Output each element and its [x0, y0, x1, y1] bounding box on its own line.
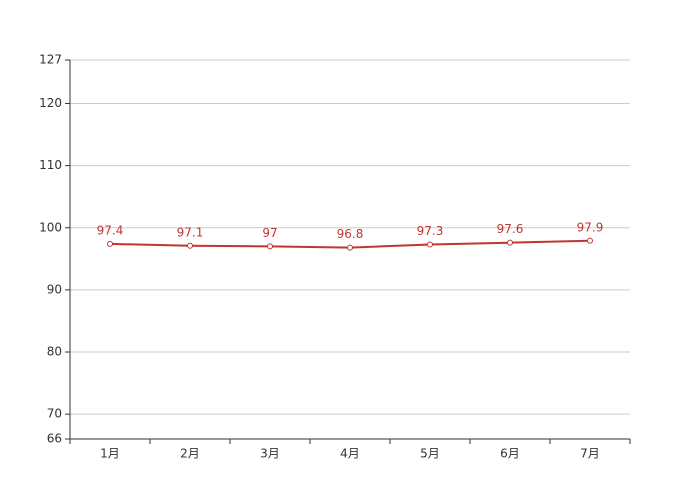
- point: [107, 240, 113, 247]
- value-label: 97: [262, 226, 277, 240]
- point: [507, 239, 513, 246]
- value-label: 97.1: [177, 225, 204, 239]
- x-tick-label: 6月: [500, 447, 520, 461]
- value-label: 96.8: [337, 227, 364, 241]
- point: [267, 243, 273, 250]
- x-tick-label: 1月: [100, 447, 120, 461]
- y-tick-label: 90: [47, 282, 62, 296]
- y-tick-label: 66: [47, 432, 62, 446]
- point: [187, 242, 193, 249]
- x-tick-label: 5月: [420, 447, 440, 461]
- y-tick-label: 70: [47, 407, 62, 421]
- y-tick-label: 100: [39, 220, 62, 234]
- y-tick-label: 120: [39, 96, 62, 110]
- value-label: 97.6: [497, 222, 524, 236]
- point: [347, 244, 353, 251]
- point: [587, 237, 593, 244]
- point: [427, 241, 433, 248]
- value-label: 97.9: [577, 220, 604, 234]
- x-tick-label: 2月: [180, 447, 200, 461]
- y-tick-label: 127: [39, 53, 62, 67]
- x-tick-label: 3月: [260, 447, 280, 461]
- y-tick-label: 110: [39, 158, 62, 172]
- x-tick-label: 4月: [340, 447, 360, 461]
- y-tick-label: 80: [47, 345, 62, 359]
- x-tick-label: 7月: [580, 447, 600, 461]
- value-label: 97.3: [417, 224, 444, 238]
- value-label: 97.4: [97, 223, 124, 237]
